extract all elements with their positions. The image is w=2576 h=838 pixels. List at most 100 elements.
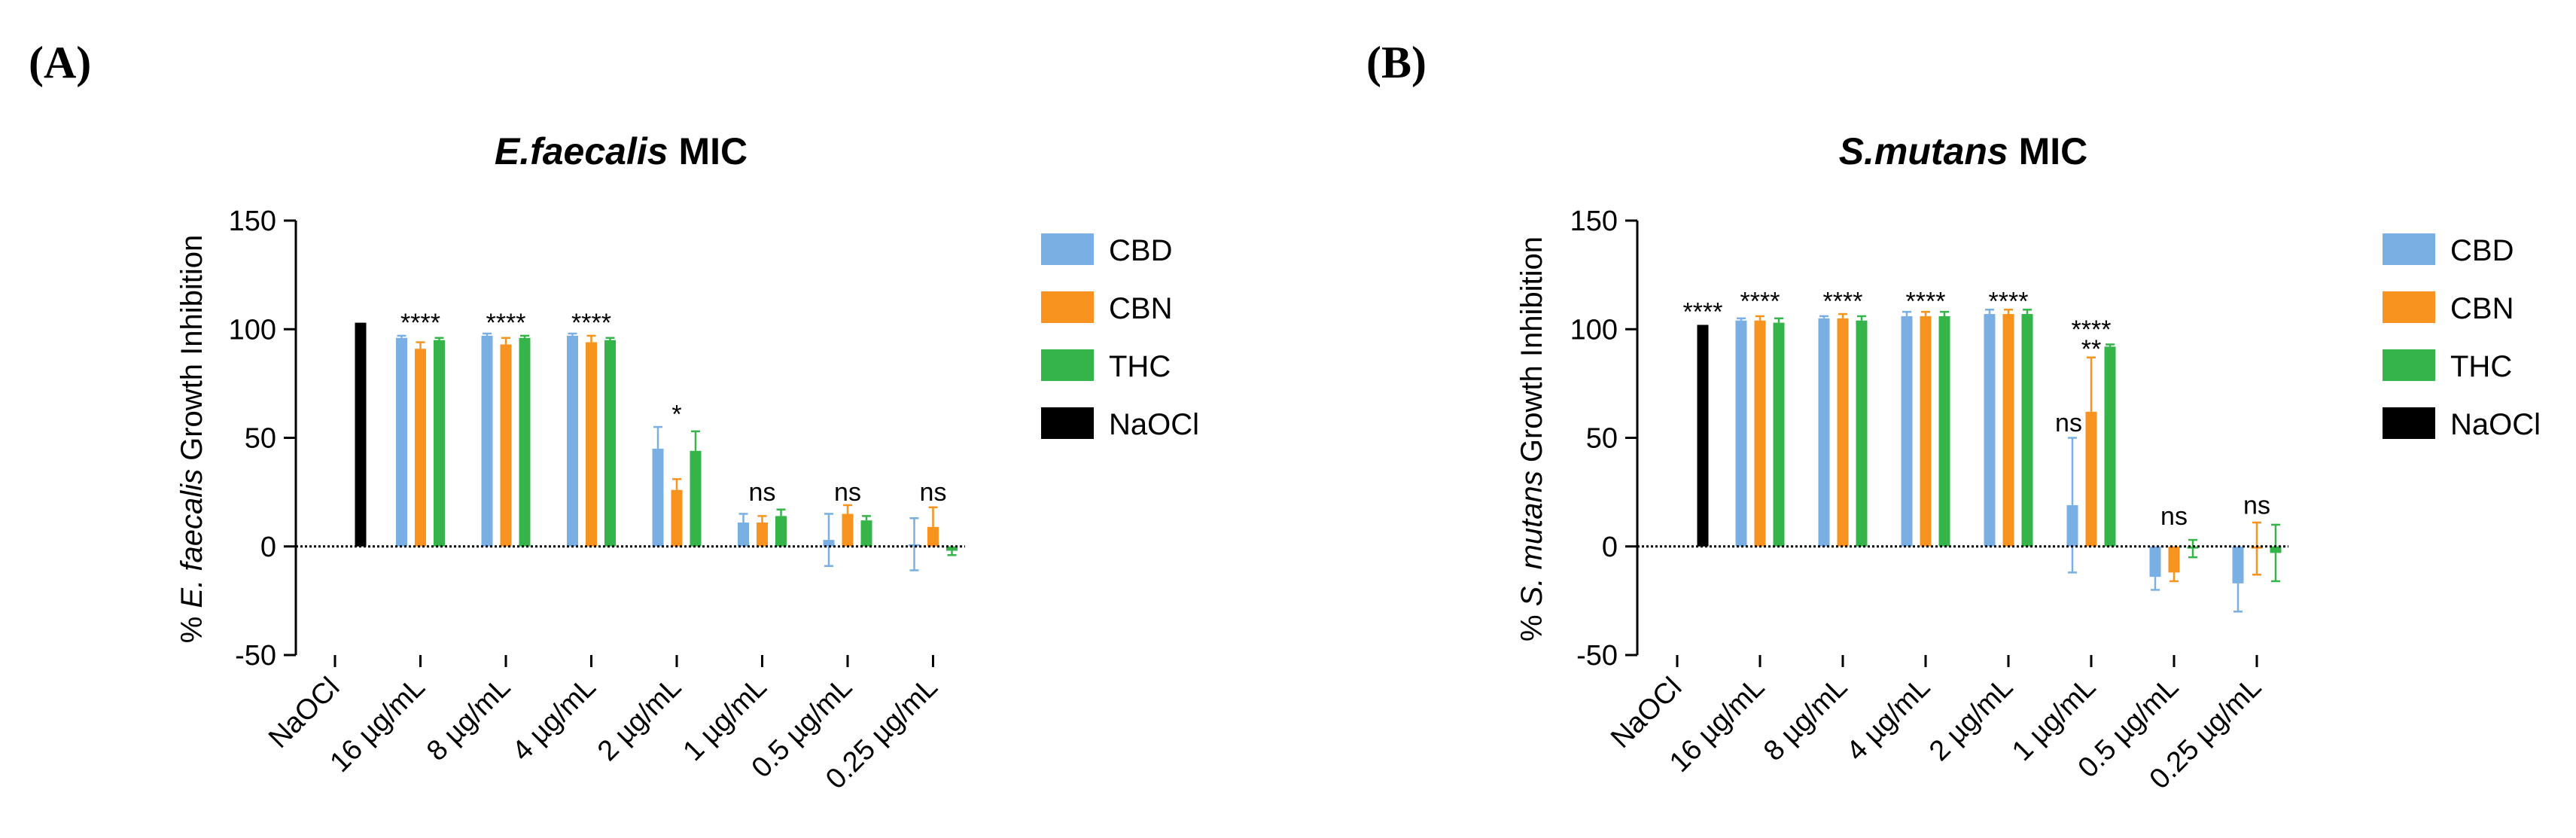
significance-label: ns [2243,491,2270,520]
bar-cbd [481,335,493,547]
chart-title-a-italic: E.faecalis [495,130,668,172]
bar-thc [860,520,872,547]
y-axis-label-a-prefix: % [175,608,209,644]
bar-cbd [2066,504,2078,547]
error-bar [586,334,596,343]
x-tick-label: 16 µg/mL [324,672,431,779]
error-bar [483,332,492,336]
error-bar [691,430,700,451]
error-bar [2087,356,2096,412]
bar-cbd [2232,546,2244,584]
legend-a: CBD CBN THC NaOCl [1041,233,1199,441]
legend-swatch-naocl [2383,407,2435,439]
bar-thc [519,337,531,547]
error-bar [1737,317,1746,321]
error-bar [776,508,786,517]
legend-swatch-thc [2383,349,2435,381]
bar-thc [946,546,958,551]
y-axis-label-a-italic: E. faecalis [175,469,209,608]
bar-cbn [671,489,683,547]
y-tick-label: 150 [229,206,276,237]
significance-label: **** [1740,287,1780,315]
error-bar [2106,343,2115,347]
bar-thc [2021,314,2033,547]
bar-cbn [1837,318,1849,547]
legend-label-thc: THC [1109,350,1171,383]
bar-cbd [909,544,920,547]
bar-cbd [567,335,578,547]
significance-label: ns [2055,409,2082,437]
significance-label: **** [486,309,526,337]
y-tick-label: 0 [1602,532,1618,563]
error-bar [947,550,957,556]
y-axis-label-a: % E. faecalis Growth Inhibition [175,235,209,644]
legend-label-cbd: CBD [1109,234,1172,267]
bar-cbn [2085,411,2097,547]
y-axis-label-b-italic: S. mutans [1515,471,1548,606]
chart-title-b-rest: MIC [2008,130,2088,172]
y-axis-label-b: % S. mutans Growth Inhibition [1515,236,1548,641]
chart-title-a: E.faecalis MIC [495,130,748,172]
y-tick-label: 50 [1586,423,1618,455]
x-tick-label: NaOCl [1605,672,1688,754]
error-bar [2004,309,2013,315]
x-tick-label: NaOCl [263,672,346,754]
bar-thc [1938,315,1950,547]
significance-label: ** [2081,335,2101,364]
y-tick-label: -50 [1576,640,1618,672]
y-axis-label-b-rest: Growth Inhibition [1515,236,1548,471]
x-tick-label: 2 µg/mL [592,672,687,767]
error-bar [434,337,444,340]
error-bar [2151,577,2160,591]
x-tick-label: 2 µg/mL [1923,672,2019,767]
error-bar [2170,572,2179,583]
bar-cbd [396,337,407,547]
error-bar [653,425,662,449]
error-bar [2188,538,2197,559]
panel-b: (B) S.mutans MIC % S. mutans Growth Inhi… [1366,38,2541,795]
legend-swatch-cbn [2383,291,2435,323]
error-bar [1838,312,1847,318]
bar-cbn [500,344,512,547]
legend-label-cbd: CBD [2450,234,2514,267]
error-bar [2023,309,2032,315]
chart-title-b: S.mutans MIC [1839,130,2088,172]
x-tick-label: 4 µg/mL [507,672,602,767]
bar-cbd [1984,314,1996,547]
bar-thc [1773,322,1785,547]
bar-cbd [1818,318,1830,547]
bar-cbd [823,540,835,547]
legend-swatch-cbd [2383,233,2435,265]
error-bar [824,513,833,567]
error-bar [1857,315,1866,321]
bar-thc [690,450,702,547]
panel-label-a: (A) [29,38,91,87]
error-bar [757,515,767,523]
error-bar [909,517,919,571]
bar-cbd [1735,320,1747,547]
legend-swatch-naocl [1041,407,1094,439]
bar-thc [2270,546,2282,553]
bar-cbn [1754,320,1766,547]
y-tick-label: -50 [235,640,276,672]
legend-label-cbn: CBN [1109,292,1172,325]
error-bar [1921,310,1930,316]
significance-label: ns [920,478,947,507]
error-bar [862,515,871,521]
legend-b: CBD CBN THC NaOCl [2383,233,2541,441]
x-tick-label: 4 µg/mL [1841,672,1936,767]
error-bar [397,334,406,338]
bar-cbn [586,342,597,547]
y-tick-label: 150 [1570,206,1618,237]
bar-thc [1856,320,1868,547]
bar-cbn [415,349,426,547]
error-bar [1902,310,1911,316]
legend-label-thc: THC [2450,350,2512,383]
y-tick-label: 50 [245,423,276,455]
error-bar [738,513,748,523]
bar-naocl [355,322,367,547]
bar-cbn [757,523,768,547]
bar-cbn [1920,315,1932,547]
legend-swatch-cbn [1041,291,1094,323]
